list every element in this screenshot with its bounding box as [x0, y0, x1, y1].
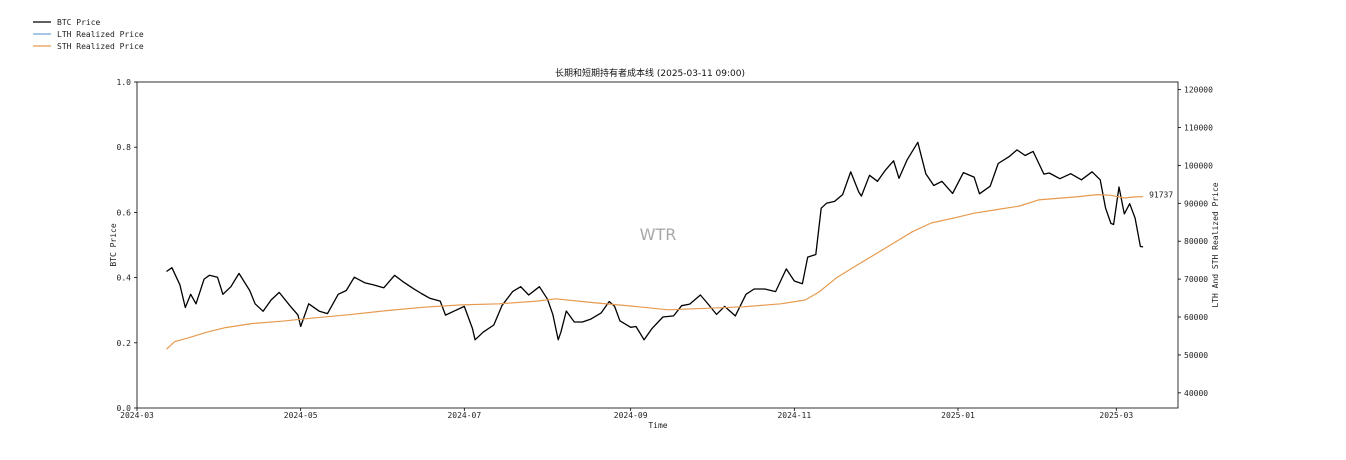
y-axis-right-label: LTH And STH Realized Price: [1211, 182, 1220, 307]
y-right-tick-label: 100000: [1184, 161, 1213, 170]
x-tick-label: 2025-03: [1099, 411, 1133, 420]
y-right-tick-label: 120000: [1184, 86, 1213, 95]
y-axis-left-label: BTC Price: [109, 223, 118, 267]
y-right-tick-label: 90000: [1184, 199, 1208, 208]
plot-frame: [136, 81, 1179, 409]
y-right-tick-label: 80000: [1184, 237, 1208, 246]
legend: BTC Price LTH Realized Price STH Realized …: [33, 18, 144, 51]
annotation-label: 91737: [1149, 191, 1173, 200]
series-layer: [166, 141, 1144, 350]
y-left-tick-label: 0.8: [117, 143, 132, 152]
y-axis-right: 40000 50000 60000 70000 80000 90000 100000 1100…: [1178, 86, 1213, 398]
legend-label-0: BTC Price: [57, 18, 101, 27]
series-line-0: [166, 141, 1144, 341]
y-left-tick-label: 0.6: [117, 208, 132, 217]
y-axis-left: 0.0 0.2 0.4 0.6 0.8 1.0: [117, 78, 137, 413]
x-tick-label: 2024-03: [120, 411, 154, 420]
x-tick-label: 2024-05: [284, 411, 318, 420]
y-right-tick-label: 40000: [1184, 389, 1208, 398]
y-right-tick-label: 110000: [1184, 123, 1213, 132]
y-right-tick-label: 70000: [1184, 275, 1208, 284]
x-axis: 2024-03 2024-05 2024-07 2024-09 2024-11 2025-…: [120, 408, 1133, 420]
legend-label-2: STH Realized Price: [57, 42, 144, 51]
series-line-2: [166, 194, 1144, 350]
y-left-tick-label: 0.4: [117, 274, 132, 283]
x-tick-label: 2024-11: [777, 411, 811, 420]
chart-title: 长期和短期持有者成本线 (2025-03-11 09:00): [555, 67, 745, 79]
y-left-tick-label: 0.2: [117, 339, 132, 348]
x-tick-label: 2024-07: [447, 411, 481, 420]
watermark: WTR: [640, 225, 677, 244]
x-axis-label: Time: [648, 421, 667, 430]
y-left-tick-label: 0.0: [117, 404, 132, 413]
y-right-tick-label: 50000: [1184, 351, 1208, 360]
legend-label-1: LTH Realized Price: [57, 30, 144, 39]
y-right-tick-label: 60000: [1184, 313, 1208, 322]
y-left-tick-label: 1.0: [117, 78, 132, 87]
x-tick-label: 2024-09: [614, 411, 648, 420]
x-tick-label: 2025-01: [941, 411, 975, 420]
